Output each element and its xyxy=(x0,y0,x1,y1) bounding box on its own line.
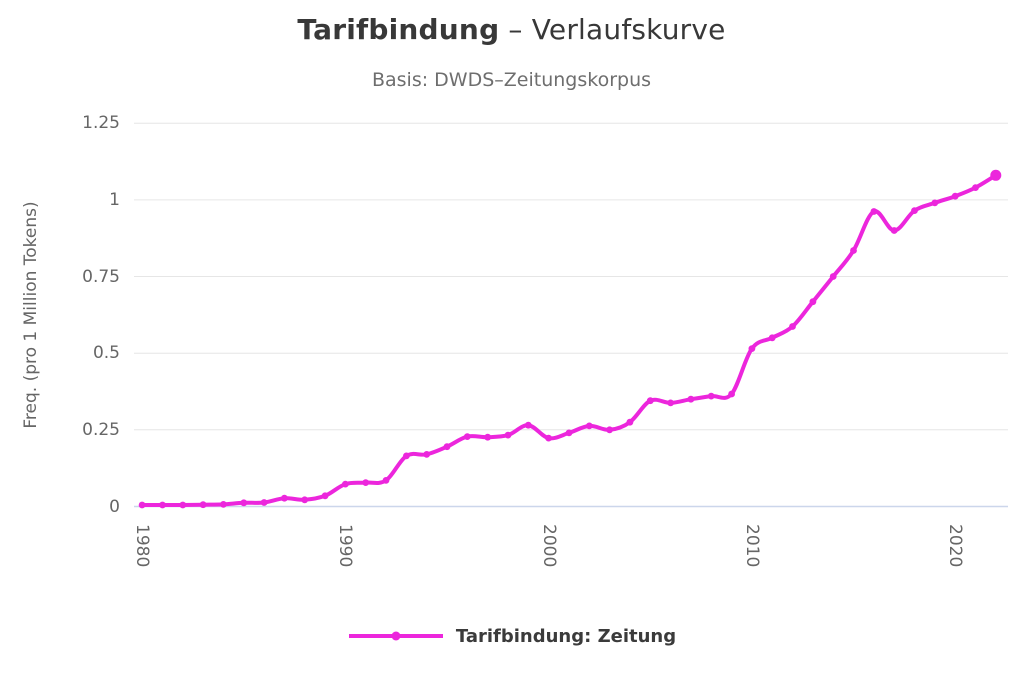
x-tick-label: 2020 xyxy=(945,524,966,568)
data-point-marker[interactable] xyxy=(789,323,796,330)
data-point-marker[interactable] xyxy=(179,501,187,509)
data-point-marker[interactable] xyxy=(342,480,349,488)
data-point-marker[interactable] xyxy=(748,345,756,352)
data-point-marker[interactable] xyxy=(403,452,410,460)
data-point-marker[interactable] xyxy=(646,397,654,405)
y-tick-label: 1 xyxy=(109,189,120,210)
data-point-marker[interactable] xyxy=(240,499,248,507)
data-point-marker[interactable] xyxy=(829,273,837,280)
data-point-marker[interactable] xyxy=(463,433,471,440)
series-line[interactable] xyxy=(140,173,998,507)
chart-title: Tarifbindung – Verlaufskurve xyxy=(0,13,1023,46)
data-point-marker[interactable] xyxy=(159,501,166,509)
data-point-marker[interactable] xyxy=(687,395,695,403)
x-tick-label: 1990 xyxy=(335,524,356,568)
data-point-marker[interactable] xyxy=(667,399,674,407)
legend-label: Tarifbindung: Zeitung xyxy=(455,625,677,647)
data-point-marker[interactable] xyxy=(301,496,309,504)
data-point-marker[interactable] xyxy=(382,477,390,484)
data-point-marker[interactable] xyxy=(545,434,552,442)
data-point-marker[interactable] xyxy=(281,494,288,502)
x-tick-label: 2010 xyxy=(741,524,762,568)
data-point-marker[interactable] xyxy=(870,208,878,215)
data-point-marker[interactable] xyxy=(911,207,918,215)
chart-title-suffix: – Verlaufskurve xyxy=(499,13,726,46)
y-tick-label: 0.25 xyxy=(82,419,120,440)
data-point-marker[interactable] xyxy=(972,184,979,192)
data-point-marker[interactable] xyxy=(606,426,613,434)
data-point-marker[interactable] xyxy=(199,501,207,509)
data-point-marker[interactable] xyxy=(260,499,268,506)
x-tick-label: 2000 xyxy=(538,524,559,568)
data-point-marker[interactable] xyxy=(890,227,898,234)
data-point-marker[interactable] xyxy=(220,501,227,508)
y-axis-title: Freq. (pro 1 Million Tokens) xyxy=(21,201,41,429)
data-point-marker[interactable] xyxy=(809,298,817,306)
legend-item[interactable]: Tarifbindung: Zeitung xyxy=(0,618,1023,654)
chart-title-keyword: Tarifbindung xyxy=(297,13,500,46)
legend-line-marker-icon xyxy=(348,631,443,641)
data-point-marker[interactable] xyxy=(707,392,715,400)
data-point-marker[interactable] xyxy=(728,390,735,398)
data-point-marker[interactable] xyxy=(931,199,939,207)
data-point-marker[interactable] xyxy=(585,422,593,430)
data-point-marker[interactable] xyxy=(484,433,492,441)
x-tick-label: 1980 xyxy=(132,524,153,568)
y-tick-label: 0 xyxy=(109,496,120,517)
data-point-marker[interactable] xyxy=(524,421,532,429)
data-point-marker[interactable] xyxy=(138,501,146,509)
y-tick-label: 0.5 xyxy=(92,343,120,364)
chart-subtitle: Basis: DWDS–Zeitungskorpus xyxy=(371,69,652,91)
y-tick-label: 1.25 xyxy=(82,113,120,134)
data-point-marker[interactable] xyxy=(990,169,1002,181)
data-point-marker[interactable] xyxy=(626,418,634,426)
data-point-marker[interactable] xyxy=(850,247,857,254)
data-point-marker[interactable] xyxy=(504,431,512,439)
data-point-marker[interactable] xyxy=(423,451,431,458)
data-point-marker[interactable] xyxy=(768,334,776,342)
data-point-marker[interactable] xyxy=(565,429,573,437)
data-point-marker[interactable] xyxy=(362,479,370,486)
data-point-marker[interactable] xyxy=(951,192,959,200)
data-point-marker[interactable] xyxy=(321,492,329,500)
y-tick-label: 0.75 xyxy=(82,266,120,287)
data-point-marker[interactable] xyxy=(443,443,451,451)
